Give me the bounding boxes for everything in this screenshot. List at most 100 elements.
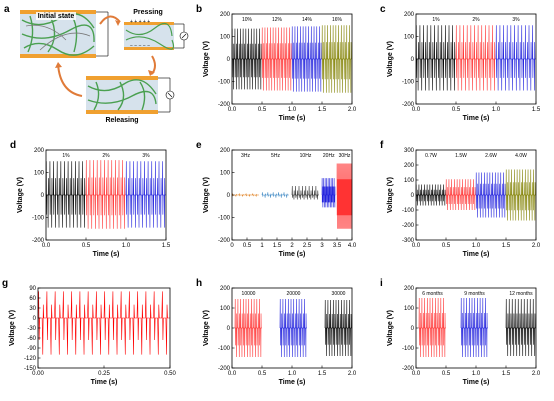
panel-label-e: e: [196, 140, 202, 151]
xtick-label-b-2: 1.0: [288, 107, 297, 113]
series-label-i-0: 6 months: [422, 291, 443, 297]
series-line-e-2: [291, 185, 319, 200]
y-axis-label-d: Voltage (V): [17, 177, 24, 213]
series-line-d-1: [85, 160, 126, 229]
bottom-electrode: [86, 110, 158, 114]
xtick-label-i-3: 1.5: [502, 371, 511, 377]
x-axis-label-d: Time (s): [93, 251, 120, 258]
top-electrode: [124, 22, 174, 25]
series-line-i-1: [460, 297, 488, 358]
chart-panel-d: d 1% 2% 3% -200 -100 0 100 200 0.0 0.5 1.0 1.5 Time (…: [10, 140, 171, 258]
ytick-label-i-4: 200: [404, 286, 415, 292]
x-axis-label-f: Time (s): [463, 251, 490, 258]
series-label-f-3: 4.0W: [515, 153, 527, 159]
compressed-matrix: [124, 25, 174, 47]
xtick-label-e-5: 2.5: [303, 243, 312, 249]
panel-label-g: g: [2, 278, 8, 289]
series-line-h-0: [234, 298, 262, 358]
panel-label-a: a: [4, 4, 10, 15]
series-label-e-3: 20Hz: [323, 153, 335, 159]
y-axis-label-b: Voltage (V): [203, 41, 210, 77]
ytick-label-f-4: 100: [404, 178, 415, 184]
series-line-b-0: [231, 28, 262, 90]
ytick-label-d-3: 100: [34, 171, 45, 177]
ytick-label-f-5: 200: [404, 163, 415, 169]
ytick-label-g-8: 90: [29, 286, 36, 292]
arrow-to-pressing-icon: [99, 15, 121, 25]
arrow-to-initial-icon: [57, 63, 83, 97]
chart-panel-i: i 6 months 9 months 12 months -200 -100 0 100 20…: [380, 278, 541, 386]
xtick-label-e-2: 1: [260, 243, 264, 249]
xtick-label-e-0: 0: [230, 243, 234, 249]
series-line-f-1: [445, 179, 476, 211]
series-label-e-1: 5Hz: [271, 153, 280, 159]
xtick-label-e-1: 0.5: [243, 243, 252, 249]
series-label-c-2: 3%: [512, 17, 520, 23]
series-line-d-0: [45, 161, 86, 228]
ytick-label-b-2: 0: [227, 57, 231, 63]
xtick-label-d-3: 1.5: [162, 243, 171, 249]
series-label-i-2: 12 months: [509, 291, 533, 297]
series-label-b-3: 16%: [332, 17, 343, 23]
ytick-label-f-0: -300: [402, 238, 415, 244]
x-axis-label-e: Time (s): [279, 251, 306, 258]
ytick-label-g-6: 30: [29, 306, 36, 312]
series-line-f-3: [505, 169, 536, 221]
xtick-label-h-4: 2.0: [348, 371, 357, 377]
series-line-h-2: [324, 299, 352, 357]
series-label-d-2: 3%: [142, 153, 150, 159]
xtick-label-i-0: 0.0: [412, 371, 421, 377]
panel-label-c: c: [380, 4, 386, 15]
arrowhead-icon: [115, 20, 120, 26]
x-axis-label-g: Time (s): [91, 379, 118, 386]
series-line-i-2: [505, 298, 536, 357]
xtick-label-i-4: 2.0: [532, 371, 541, 377]
xtick-label-g-0: 0.00: [32, 371, 44, 377]
series-line-b-2: [291, 26, 322, 92]
xtick-label-c-2: 1.0: [492, 107, 501, 113]
xtick-label-d-1: 0.5: [82, 243, 91, 249]
ytick-label-e-2: 0: [227, 193, 231, 199]
series-label-c-0: 1%: [432, 17, 440, 23]
bottom-electrode: [20, 54, 96, 58]
xtick-label-b-1: 0.5: [258, 107, 267, 113]
series-line-b-3: [321, 25, 352, 93]
series-label-h-1: 20000: [287, 291, 301, 297]
xtick-label-g-2: 0.50: [164, 371, 176, 377]
xtick-label-b-0: 0.0: [228, 107, 237, 113]
charge-signs-top: + + + + +: [130, 19, 150, 25]
ytick-label-i-1: -100: [402, 346, 415, 352]
ytick-label-g-7: 60: [29, 296, 36, 302]
series-label-e-2: 10Hz: [300, 153, 312, 159]
series-label-d-0: 1%: [62, 153, 70, 159]
xtick-label-f-0: 0.0: [412, 243, 421, 249]
ytick-label-h-4: 200: [220, 286, 231, 292]
x-axis-label-i: Time (s): [463, 379, 490, 386]
y-axis-label-e: Voltage (V): [203, 177, 210, 213]
series-label-i-1: 9 months: [464, 291, 485, 297]
series-label-e-4: 30Hz: [339, 153, 351, 159]
ytick-label-b-1: -100: [218, 80, 231, 86]
xtick-label-g-1: 0.25: [98, 371, 110, 377]
pressing-block: Pressing + + + + + − − − − −: [124, 9, 189, 50]
ammeter-needle: [167, 92, 173, 98]
ytick-label-c-4: 200: [404, 12, 415, 18]
series-label-b-1: 12%: [272, 17, 283, 23]
series-label-e-0: 3Hz: [241, 153, 250, 159]
series-label-h-0: 10000: [242, 291, 256, 297]
fiber-network: [87, 79, 157, 111]
y-axis-label-h: Voltage (V): [203, 310, 210, 346]
ytick-label-g-0: -150: [24, 366, 37, 372]
xtick-label-h-2: 1.0: [288, 371, 297, 377]
x-axis-label-b: Time (s): [279, 115, 306, 122]
top-electrode: [86, 76, 158, 80]
y-axis-label-f: Voltage (V): [387, 177, 394, 213]
schematic-diagram: a Initial state Pressing + + + + + − − −…: [4, 4, 189, 124]
bottom-electrode: [124, 47, 174, 50]
ytick-label-d-4: 200: [34, 148, 45, 154]
x-axis-label-h: Time (s): [279, 379, 306, 386]
nanowire-network: [25, 24, 91, 51]
ytick-label-g-2: -90: [27, 346, 36, 352]
xtick-label-c-0: 0.0: [412, 107, 421, 113]
